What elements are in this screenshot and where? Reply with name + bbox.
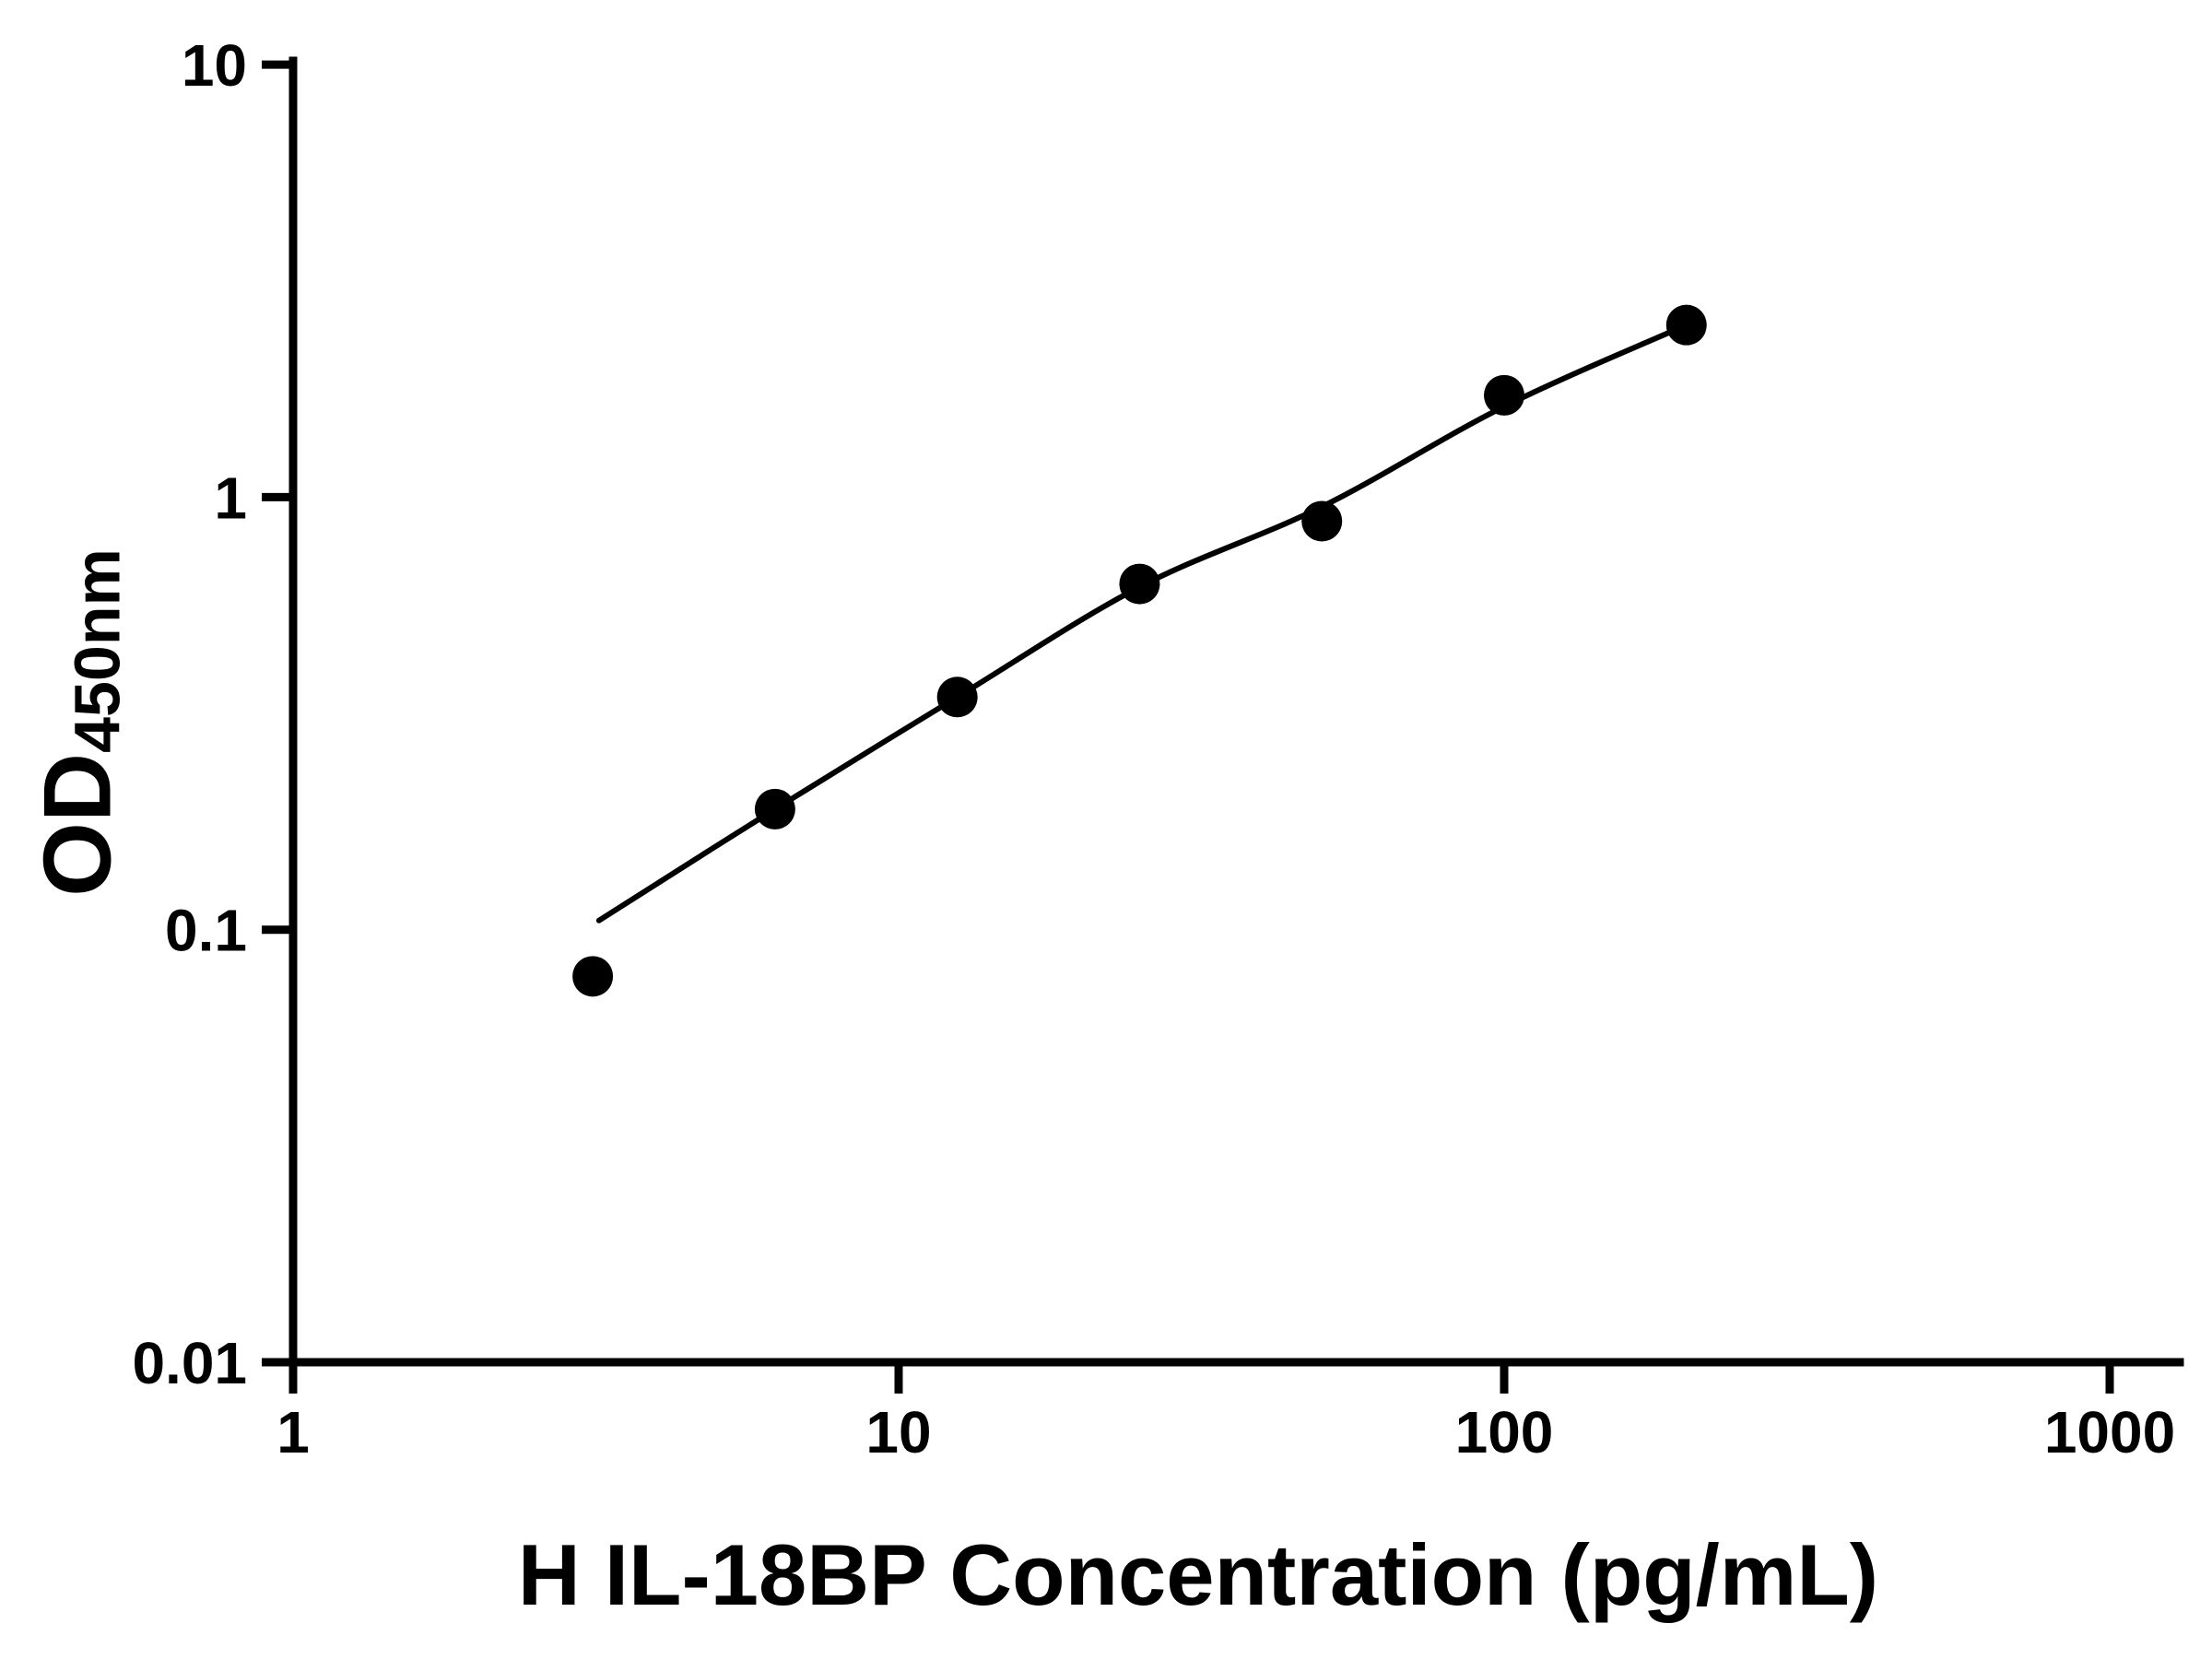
y-axis-title-main: OD (24, 752, 132, 897)
data-point (1301, 500, 1343, 542)
y-axis-title: OD450nm (24, 548, 134, 897)
data-point (754, 788, 795, 830)
data-point (1484, 374, 1524, 416)
x-axis-title: H IL-18BP Concentration (pg/mL) (517, 1526, 1879, 1623)
y-tick-label: 0.01 (132, 1330, 247, 1396)
x-tick-label: 10 (865, 1399, 931, 1465)
y-tick-label: 10 (182, 32, 247, 99)
y-tick-label: 1 (214, 465, 247, 531)
x-tick-label: 100 (1455, 1399, 1554, 1465)
data-point (936, 677, 978, 718)
y-tick-label: 0.1 (165, 898, 247, 964)
fit-curve-line (595, 322, 1689, 924)
data-point (1665, 304, 1707, 346)
x-tick-label: 1 (276, 1399, 310, 1465)
y-axis-title-subscript: 450nm (61, 548, 134, 753)
x-tick-label: 1000 (2044, 1399, 2175, 1465)
data-point (572, 956, 614, 997)
data-point (1119, 563, 1160, 605)
